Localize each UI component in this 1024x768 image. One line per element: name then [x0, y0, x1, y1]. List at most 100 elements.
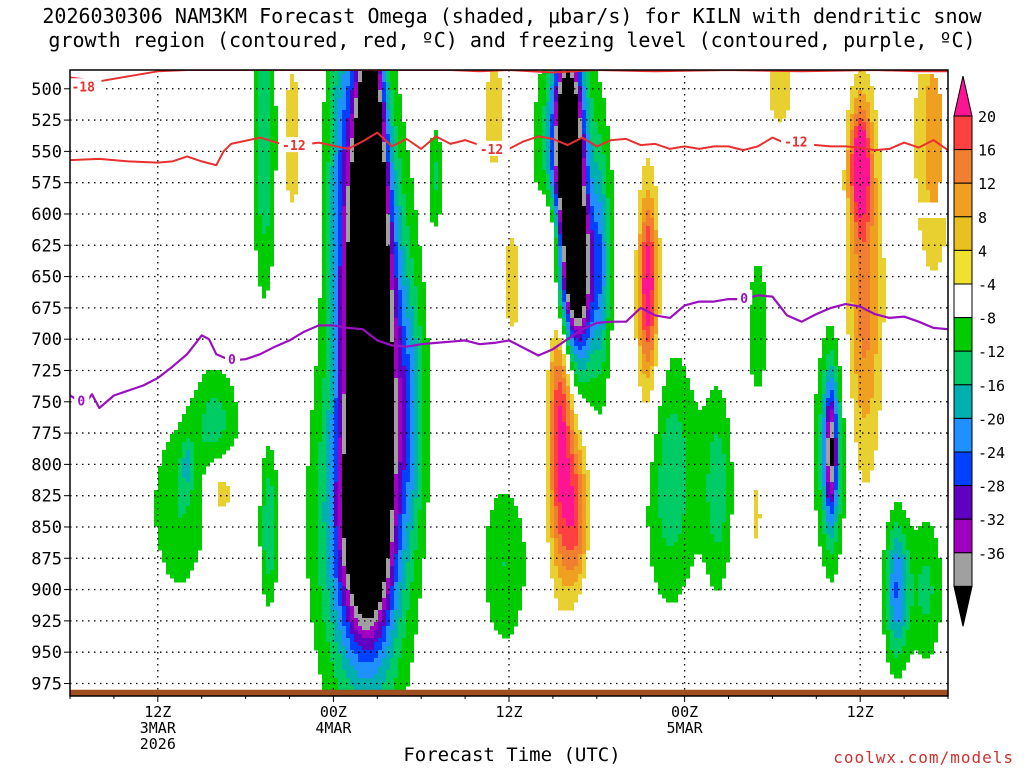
omega-cell: [334, 194, 338, 199]
omega-cell: [382, 142, 386, 147]
omega-cell: [326, 290, 330, 295]
omega-cell: [342, 374, 346, 379]
omega-cell: [658, 294, 662, 299]
omega-cell: [854, 358, 874, 363]
omega-cell: [430, 210, 442, 215]
omega-cell: [402, 186, 414, 191]
omega-cell: [606, 186, 614, 191]
omega-cell: [854, 142, 866, 147]
omega-cell: [330, 350, 334, 355]
omega-cell: [274, 534, 278, 539]
omega-cell: [590, 110, 594, 115]
omega-cell: [550, 542, 554, 547]
omega-cell: [422, 486, 430, 491]
omega-cell: [638, 314, 642, 319]
omega-cell: [346, 578, 350, 583]
omega-cell: [338, 318, 342, 323]
omega-cell: [342, 182, 346, 187]
omega-cell: [834, 482, 838, 487]
omega-cell: [338, 378, 342, 383]
omega-cell: [254, 146, 258, 151]
omega-cell: [342, 598, 346, 603]
omega-cell: [406, 254, 410, 259]
omega-cell: [394, 378, 398, 383]
omega-cell: [414, 462, 418, 467]
omega-cell: [578, 574, 586, 579]
omega-cell: [286, 134, 298, 139]
omega-cell: [706, 566, 726, 571]
omega-cell: [258, 522, 262, 527]
omega-cell: [330, 202, 334, 207]
omega-cell: [590, 150, 594, 155]
omega-cell: [174, 430, 202, 435]
omega-cell: [394, 206, 398, 211]
omega-cell: [554, 174, 558, 179]
omega-cell: [270, 214, 274, 219]
omega-cell: [822, 354, 826, 359]
omega-cell: [642, 218, 646, 223]
omega-cell: [642, 290, 650, 295]
omega-cell: [634, 326, 638, 331]
omega-cell: [318, 558, 326, 563]
omega-cell: [654, 310, 658, 315]
omega-cell: [594, 190, 602, 195]
omega-cell: [818, 366, 826, 371]
omega-cell: [826, 354, 834, 359]
omega-cell: [338, 442, 342, 447]
omega-cell: [882, 582, 886, 587]
omega-cell: [650, 542, 666, 547]
omega-cell: [402, 250, 406, 255]
omega-cell: [650, 302, 654, 307]
omega-cell: [326, 294, 330, 299]
omega-cell: [334, 510, 338, 515]
omega-cell: [266, 450, 274, 455]
omega-cell: [550, 398, 554, 403]
omega-cell: [870, 326, 878, 331]
omega-cell: [846, 174, 850, 179]
omega-cell: [846, 142, 850, 147]
omega-cell: [354, 74, 358, 79]
omega-cell: [662, 390, 694, 395]
omega-cell: [578, 538, 582, 543]
omega-cell: [658, 262, 662, 267]
omega-cell: [854, 190, 866, 195]
omega-cell: [574, 470, 578, 475]
omega-cell: [566, 322, 570, 327]
omega-cell: [290, 78, 294, 83]
omega-cell: [318, 318, 326, 323]
omega-cell: [330, 314, 334, 319]
omega-cell: [402, 590, 410, 595]
omega-cell: [330, 154, 334, 159]
omega-cell: [342, 342, 346, 347]
omega-cell: [590, 222, 598, 227]
omega-cell: [606, 258, 610, 263]
omega-cell: [254, 198, 258, 203]
omega-cell: [858, 466, 874, 471]
omega-cell: [714, 534, 722, 539]
omega-cell: [550, 402, 554, 407]
omega-cell: [342, 134, 346, 139]
omega-cell: [402, 550, 410, 555]
omega-cell: [318, 522, 326, 527]
omega-cell: [770, 70, 790, 75]
omega-cell: [558, 266, 562, 271]
omega-cell: [570, 302, 586, 307]
omega-cell: [418, 454, 422, 459]
omega-cell: [598, 306, 602, 311]
omega-cell: [546, 422, 550, 427]
omega-cell: [330, 542, 334, 547]
omega-cell: [330, 574, 334, 579]
omega-cell: [422, 474, 430, 479]
omega-cell: [346, 250, 390, 255]
omega-cell: [330, 442, 334, 447]
omega-cell: [494, 502, 514, 507]
omega-cell: [330, 98, 334, 103]
omega-cell: [226, 410, 238, 415]
omega-cell: [834, 386, 838, 391]
omega-cell: [550, 182, 554, 187]
omega-cell: [642, 390, 650, 395]
omega-cell: [586, 206, 590, 211]
omega-cell: [654, 574, 690, 579]
omega-cell: [286, 170, 298, 175]
omega-cell: [558, 310, 562, 315]
